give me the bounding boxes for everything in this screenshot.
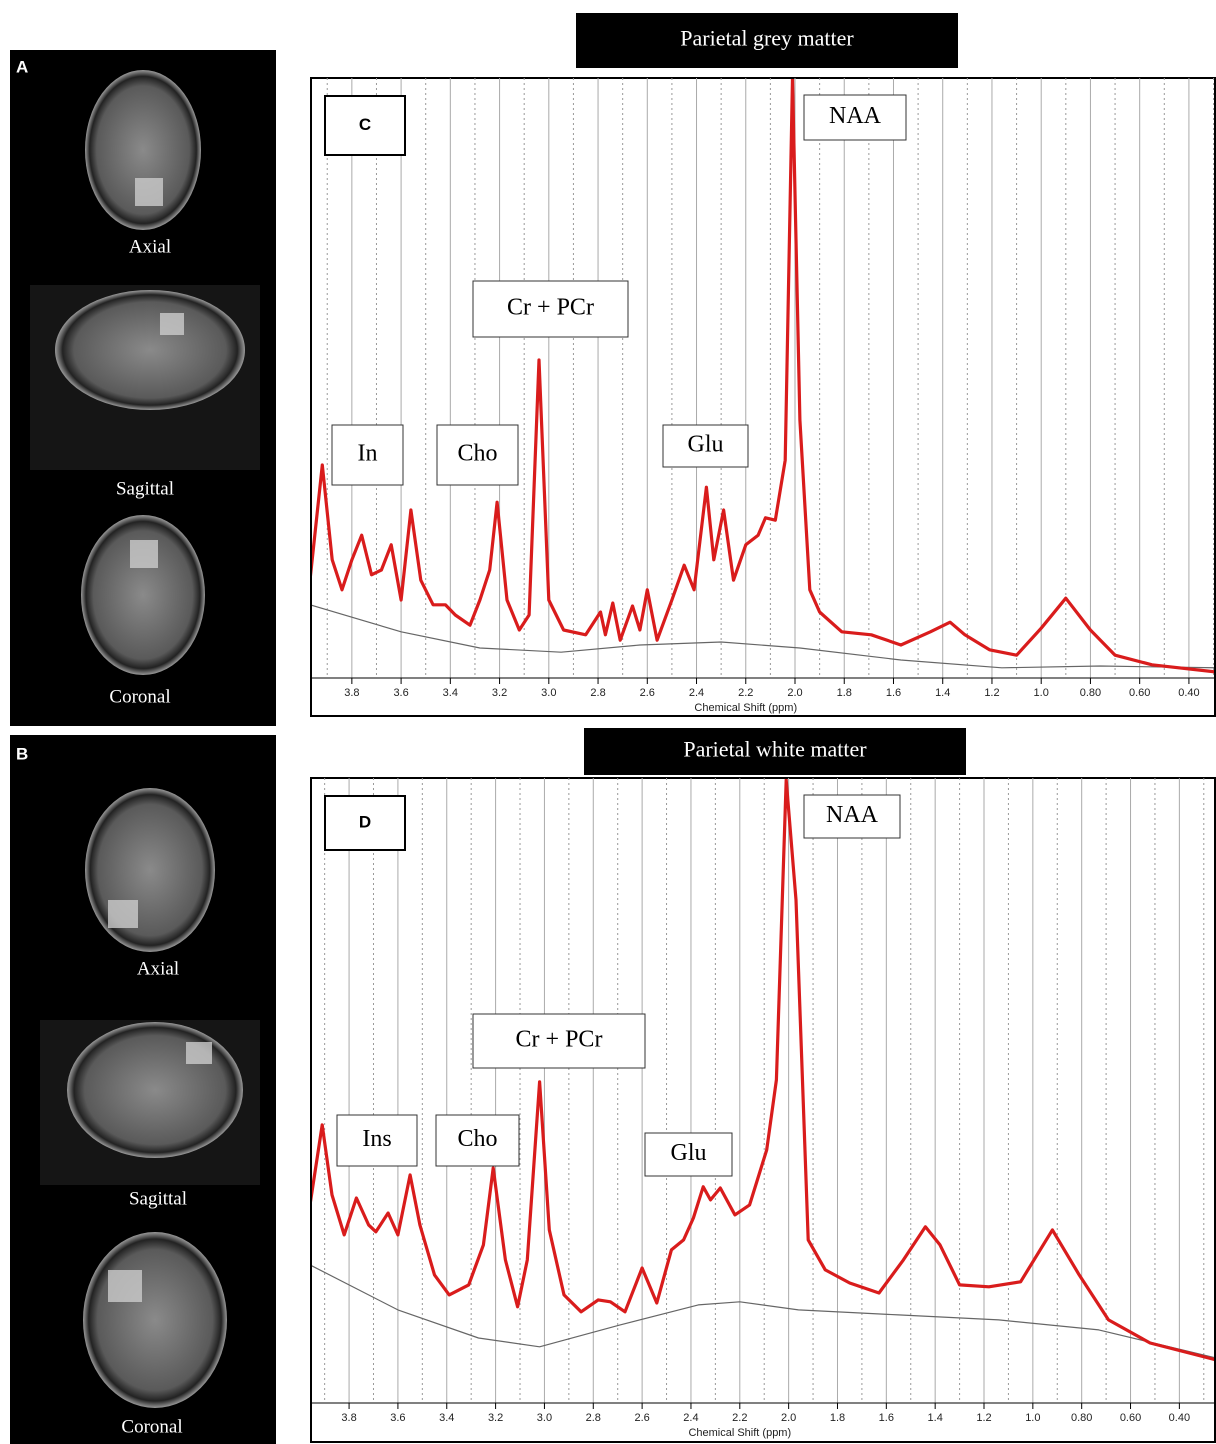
chart-title: Parietal white matter <box>683 737 867 762</box>
view-label: Axial <box>137 958 179 979</box>
figure: A Axial Sagittal Coronal B Axial Sagitta… <box>0 0 1216 1444</box>
x-tick-label: 3.0 <box>541 687 556 699</box>
x-tick-label: 2.0 <box>787 687 802 699</box>
x-tick-label: 1.2 <box>984 687 999 699</box>
annotation: Ins <box>362 1126 391 1152</box>
voxel <box>108 1270 142 1302</box>
mri-sagittal <box>67 1022 243 1158</box>
annotation: Cho <box>457 1126 497 1152</box>
view-label: Axial <box>129 236 171 257</box>
mri-coronal <box>81 515 205 675</box>
x-tick-label: 1.0 <box>1025 1412 1040 1424</box>
x-tick-label: 3.6 <box>393 687 408 699</box>
x-tick-label: 0.40 <box>1169 1412 1190 1424</box>
annotation: Glu <box>671 1140 707 1166</box>
voxel <box>160 313 184 335</box>
x-tick-label: 0.80 <box>1080 687 1101 699</box>
x-tick-label: 2.6 <box>640 687 655 699</box>
x-tick-label: 1.8 <box>837 687 852 699</box>
x-tick-label: 1.6 <box>886 687 901 699</box>
voxel <box>186 1042 212 1064</box>
panel-letter: B <box>16 744 28 763</box>
x-tick-label: 0.60 <box>1129 687 1150 699</box>
x-tick-label: 0.60 <box>1120 1412 1141 1424</box>
x-axis-label: Chemical Shift (ppm) <box>694 702 797 714</box>
chart-title: Parietal grey matter <box>680 26 854 51</box>
x-tick-label: 2.8 <box>590 687 605 699</box>
x-tick-label: 3.0 <box>537 1412 552 1424</box>
x-tick-label: 2.0 <box>781 1412 796 1424</box>
x-tick-label: 2.4 <box>689 687 704 699</box>
x-tick-label: 2.4 <box>683 1412 698 1424</box>
x-tick-label: 1.2 <box>976 1412 991 1424</box>
x-tick-label: 3.6 <box>390 1412 405 1424</box>
x-tick-label: 3.8 <box>344 687 359 699</box>
x-tick-label: 3.2 <box>492 687 507 699</box>
x-tick-label: 2.8 <box>586 1412 601 1424</box>
x-tick-label: 0.40 <box>1178 687 1199 699</box>
voxel <box>135 178 163 206</box>
x-tick-label: 2.6 <box>634 1412 649 1424</box>
x-tick-label: 3.8 <box>341 1412 356 1424</box>
annotation: Cr + PCr <box>507 295 594 321</box>
view-label: Sagittal <box>129 1188 187 1209</box>
x-tick-label: 1.8 <box>830 1412 845 1424</box>
mri-sagittal <box>55 290 245 410</box>
view-label: Coronal <box>109 686 170 707</box>
annotation: Glu <box>688 432 724 458</box>
x-axis-label: Chemical Shift (ppm) <box>688 1427 791 1439</box>
panel-letter: A <box>16 57 28 76</box>
annotation: In <box>358 441 378 467</box>
panel-letter: D <box>359 812 371 831</box>
annotation: Cho <box>457 441 497 467</box>
plot-frame <box>311 78 1215 716</box>
annotation: NAA <box>829 103 882 129</box>
annotation: Cr + PCr <box>516 1027 603 1053</box>
x-tick-label: 0.80 <box>1071 1412 1092 1424</box>
x-tick-label: 1.4 <box>935 687 950 699</box>
panel-letter: C <box>359 115 371 134</box>
annotation: NAA <box>826 802 879 828</box>
view-label: Coronal <box>121 1416 182 1437</box>
x-tick-label: 1.4 <box>928 1412 943 1424</box>
x-tick-label: 3.2 <box>488 1412 503 1424</box>
mri-axial <box>85 788 215 952</box>
x-tick-label: 1.6 <box>879 1412 894 1424</box>
voxel <box>108 900 138 928</box>
x-tick-label: 3.4 <box>443 687 458 699</box>
x-tick-label: 2.2 <box>732 1412 747 1424</box>
x-tick-label: 2.2 <box>738 687 753 699</box>
x-tick-label: 1.0 <box>1034 687 1049 699</box>
mri-coronal <box>83 1232 227 1408</box>
view-label: Sagittal <box>116 478 174 499</box>
voxel <box>130 540 158 568</box>
x-tick-label: 3.4 <box>439 1412 454 1424</box>
